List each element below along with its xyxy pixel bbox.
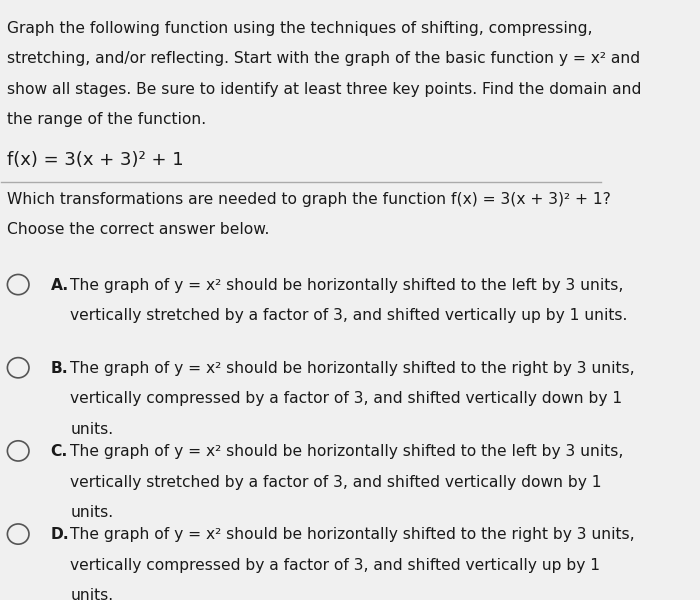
Text: Graph the following function using the techniques of shifting, compressing,: Graph the following function using the t… [8, 21, 593, 36]
Text: vertically compressed by a factor of 3, and shifted vertically up by 1: vertically compressed by a factor of 3, … [71, 557, 601, 572]
Text: show all stages. Be sure to identify at least three key points. Find the domain : show all stages. Be sure to identify at … [8, 82, 642, 97]
Text: The graph of y = x² should be horizontally shifted to the right by 3 units,: The graph of y = x² should be horizontal… [71, 361, 635, 376]
Text: B.: B. [50, 361, 69, 376]
Text: The graph of y = x² should be horizontally shifted to the left by 3 units,: The graph of y = x² should be horizontal… [71, 444, 624, 459]
Text: the range of the function.: the range of the function. [8, 112, 206, 127]
Text: units.: units. [71, 422, 113, 437]
Text: Choose the correct answer below.: Choose the correct answer below. [8, 222, 270, 237]
Text: f(x) = 3(x + 3)² + 1: f(x) = 3(x + 3)² + 1 [8, 151, 184, 169]
Text: Which transformations are needed to graph the function f(x) = 3(x + 3)² + 1?: Which transformations are needed to grap… [8, 192, 611, 207]
Text: D.: D. [50, 527, 69, 542]
Text: The graph of y = x² should be horizontally shifted to the left by 3 units,: The graph of y = x² should be horizontal… [71, 278, 624, 293]
Text: vertically stretched by a factor of 3, and shifted vertically down by 1: vertically stretched by a factor of 3, a… [71, 475, 602, 490]
Text: vertically stretched by a factor of 3, and shifted vertically up by 1 units.: vertically stretched by a factor of 3, a… [71, 308, 628, 323]
Text: units.: units. [71, 505, 113, 520]
Text: A.: A. [50, 278, 69, 293]
Text: stretching, and/or reflecting. Start with the graph of the basic function y = x²: stretching, and/or reflecting. Start wit… [8, 52, 641, 67]
Text: vertically compressed by a factor of 3, and shifted vertically down by 1: vertically compressed by a factor of 3, … [71, 391, 622, 406]
Text: C.: C. [50, 444, 68, 459]
Text: units.: units. [71, 588, 113, 600]
Text: The graph of y = x² should be horizontally shifted to the right by 3 units,: The graph of y = x² should be horizontal… [71, 527, 635, 542]
